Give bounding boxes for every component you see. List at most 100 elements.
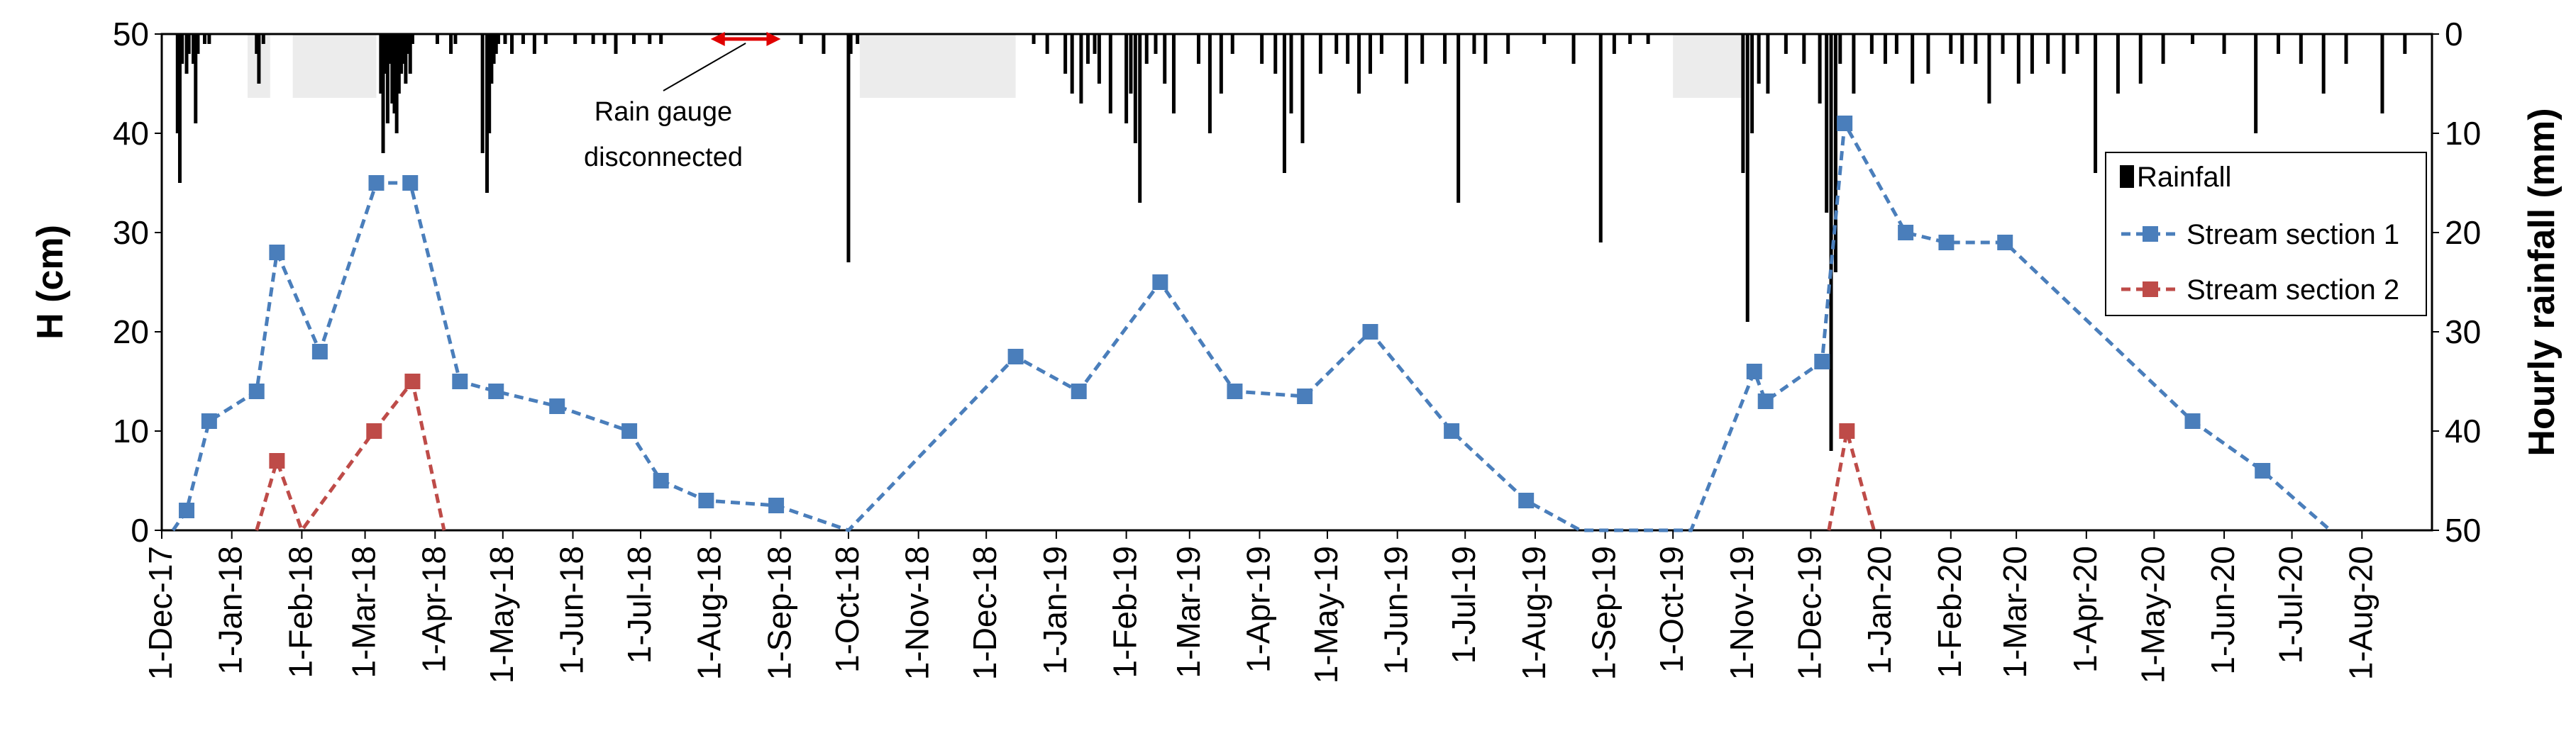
- legend-series-1-marker: [2143, 226, 2158, 242]
- rainfall-bar: [381, 34, 385, 153]
- rainfall-bar: [1334, 34, 1339, 54]
- series-marker: [1898, 225, 1914, 240]
- rainfall-bar: [1163, 34, 1167, 84]
- rainfall-bar: [1825, 34, 1829, 213]
- annotation-line-1: Rain gauge: [595, 97, 732, 127]
- rainfall-bar: [449, 34, 453, 54]
- series-marker: [1007, 349, 1024, 364]
- x-tick-label: 1-Mar-19: [1170, 546, 1207, 678]
- x-tick-label: 1-Mar-18: [346, 546, 382, 678]
- series: [171, 116, 2332, 535]
- rainfall-bar: [1745, 34, 1749, 322]
- rainfall-bar: [392, 34, 397, 113]
- series-marker: [488, 384, 504, 399]
- rainfall-bar: [408, 34, 412, 74]
- series-marker: [2184, 413, 2201, 429]
- rainfall-bar: [591, 34, 595, 44]
- rainfall-bar: [496, 34, 500, 44]
- rainfall-bar: [390, 34, 394, 104]
- rainfall-bar: [521, 34, 525, 44]
- rainfall-bar: [2075, 34, 2079, 54]
- rainfall-bar: [2046, 34, 2050, 64]
- disconnected-period-2: [859, 34, 1016, 98]
- series-marker: [1362, 324, 1378, 340]
- series-marker: [311, 344, 328, 359]
- series-marker: [1837, 116, 1853, 131]
- rainfall-bar: [1230, 34, 1234, 54]
- series-marker: [1746, 364, 1762, 379]
- rainfall-bar: [1818, 34, 1822, 104]
- x-tick-label: 1-Jun-18: [553, 546, 590, 675]
- rainfall-bar: [184, 34, 189, 74]
- rainfall-bar: [846, 34, 851, 262]
- rainfall-bar: [2116, 34, 2120, 94]
- rainfall-bar: [492, 34, 496, 64]
- rainfall-bar: [1144, 34, 1149, 64]
- x-tick-label: 1-May-20: [2134, 546, 2171, 683]
- series-marker: [1152, 274, 1168, 290]
- x-tick-label: 1-Jul-18: [621, 546, 658, 664]
- series-marker: [621, 423, 638, 439]
- rainfall-bar: [383, 34, 387, 74]
- y-tick-label-left: 40: [113, 115, 149, 152]
- x-tick-label: 1-Apr-20: [2067, 546, 2104, 673]
- y-tick-label-left: 0: [131, 512, 149, 549]
- rainfall-bar: [2254, 34, 2258, 133]
- rainfall-bar: [180, 34, 184, 64]
- rainfall-bar: [1346, 34, 1350, 64]
- series-marker: [366, 423, 382, 439]
- rainfall-bar: [1404, 34, 1408, 84]
- legend: Rainfall Stream section 1 Stream section…: [2105, 152, 2427, 316]
- rainfall-bar: [255, 34, 259, 54]
- legend-series-1-label: Stream section 1: [2187, 219, 2399, 250]
- rainfall-bar: [543, 34, 548, 44]
- y-tick-label-left: 10: [113, 413, 149, 449]
- legend-series-2-marker: [2143, 281, 2158, 297]
- rainfall-bar: [1070, 34, 1074, 94]
- rainfall-bar: [1420, 34, 1425, 64]
- rainfall-bar: [1273, 34, 1278, 74]
- x-tick-label: 1-Dec-17: [142, 546, 179, 680]
- rainfall-bar: [1750, 34, 1754, 133]
- rainfall-bar: [1289, 34, 1293, 113]
- rainfall-bar: [2030, 34, 2034, 74]
- rainfall-bar: [2001, 34, 2005, 54]
- series-marker: [404, 374, 421, 389]
- rainfall-bar: [1483, 34, 1488, 64]
- x-tick-label: 1-Jan-18: [212, 546, 249, 675]
- rainfall-bar: [487, 34, 492, 133]
- rainfall-bar: [602, 34, 607, 44]
- y-tick-label-left: 50: [113, 16, 149, 52]
- rainfall-bar: [1829, 34, 1833, 451]
- x-tick-label: 1-Jul-20: [2272, 546, 2309, 664]
- x-tick-label: 1-Jan-19: [1037, 546, 1073, 675]
- rainfall-bar: [207, 34, 211, 44]
- series-marker: [768, 498, 785, 513]
- rainfall-bar: [1097, 34, 1101, 84]
- rainfall-bar: [614, 34, 618, 54]
- plot-frame: [160, 33, 2433, 532]
- series-marker: [698, 493, 714, 508]
- series-marker: [368, 175, 385, 191]
- x-tick-label: 1-May-18: [483, 546, 520, 683]
- rainfall-bar: [573, 34, 577, 44]
- rainfall-bar: [1802, 34, 1806, 64]
- x-tick-label: 1-May-19: [1308, 546, 1344, 683]
- rainfall-bar: [532, 34, 536, 54]
- rainfall-bar: [1949, 34, 1953, 54]
- rainfall-bar: [1443, 34, 1447, 64]
- rainfall-bar: [2094, 34, 2098, 173]
- rainfall-bar: [659, 34, 663, 44]
- x-tick-label: 1-Aug-19: [1515, 546, 1552, 680]
- x-tick-label: 1-Aug-18: [691, 546, 728, 680]
- rainfall-bar: [1960, 34, 1964, 64]
- rainfall-bar: [399, 34, 404, 74]
- rainfall-bar: [2276, 34, 2280, 54]
- x-tick-label: 1-Feb-19: [1107, 546, 1144, 678]
- series-marker: [549, 398, 565, 414]
- rainfall-bar: [2299, 34, 2303, 64]
- rainfall-bar: [1085, 34, 1090, 64]
- series-marker: [1297, 389, 1313, 404]
- x-tick-label: 1-Nov-19: [1723, 546, 1760, 680]
